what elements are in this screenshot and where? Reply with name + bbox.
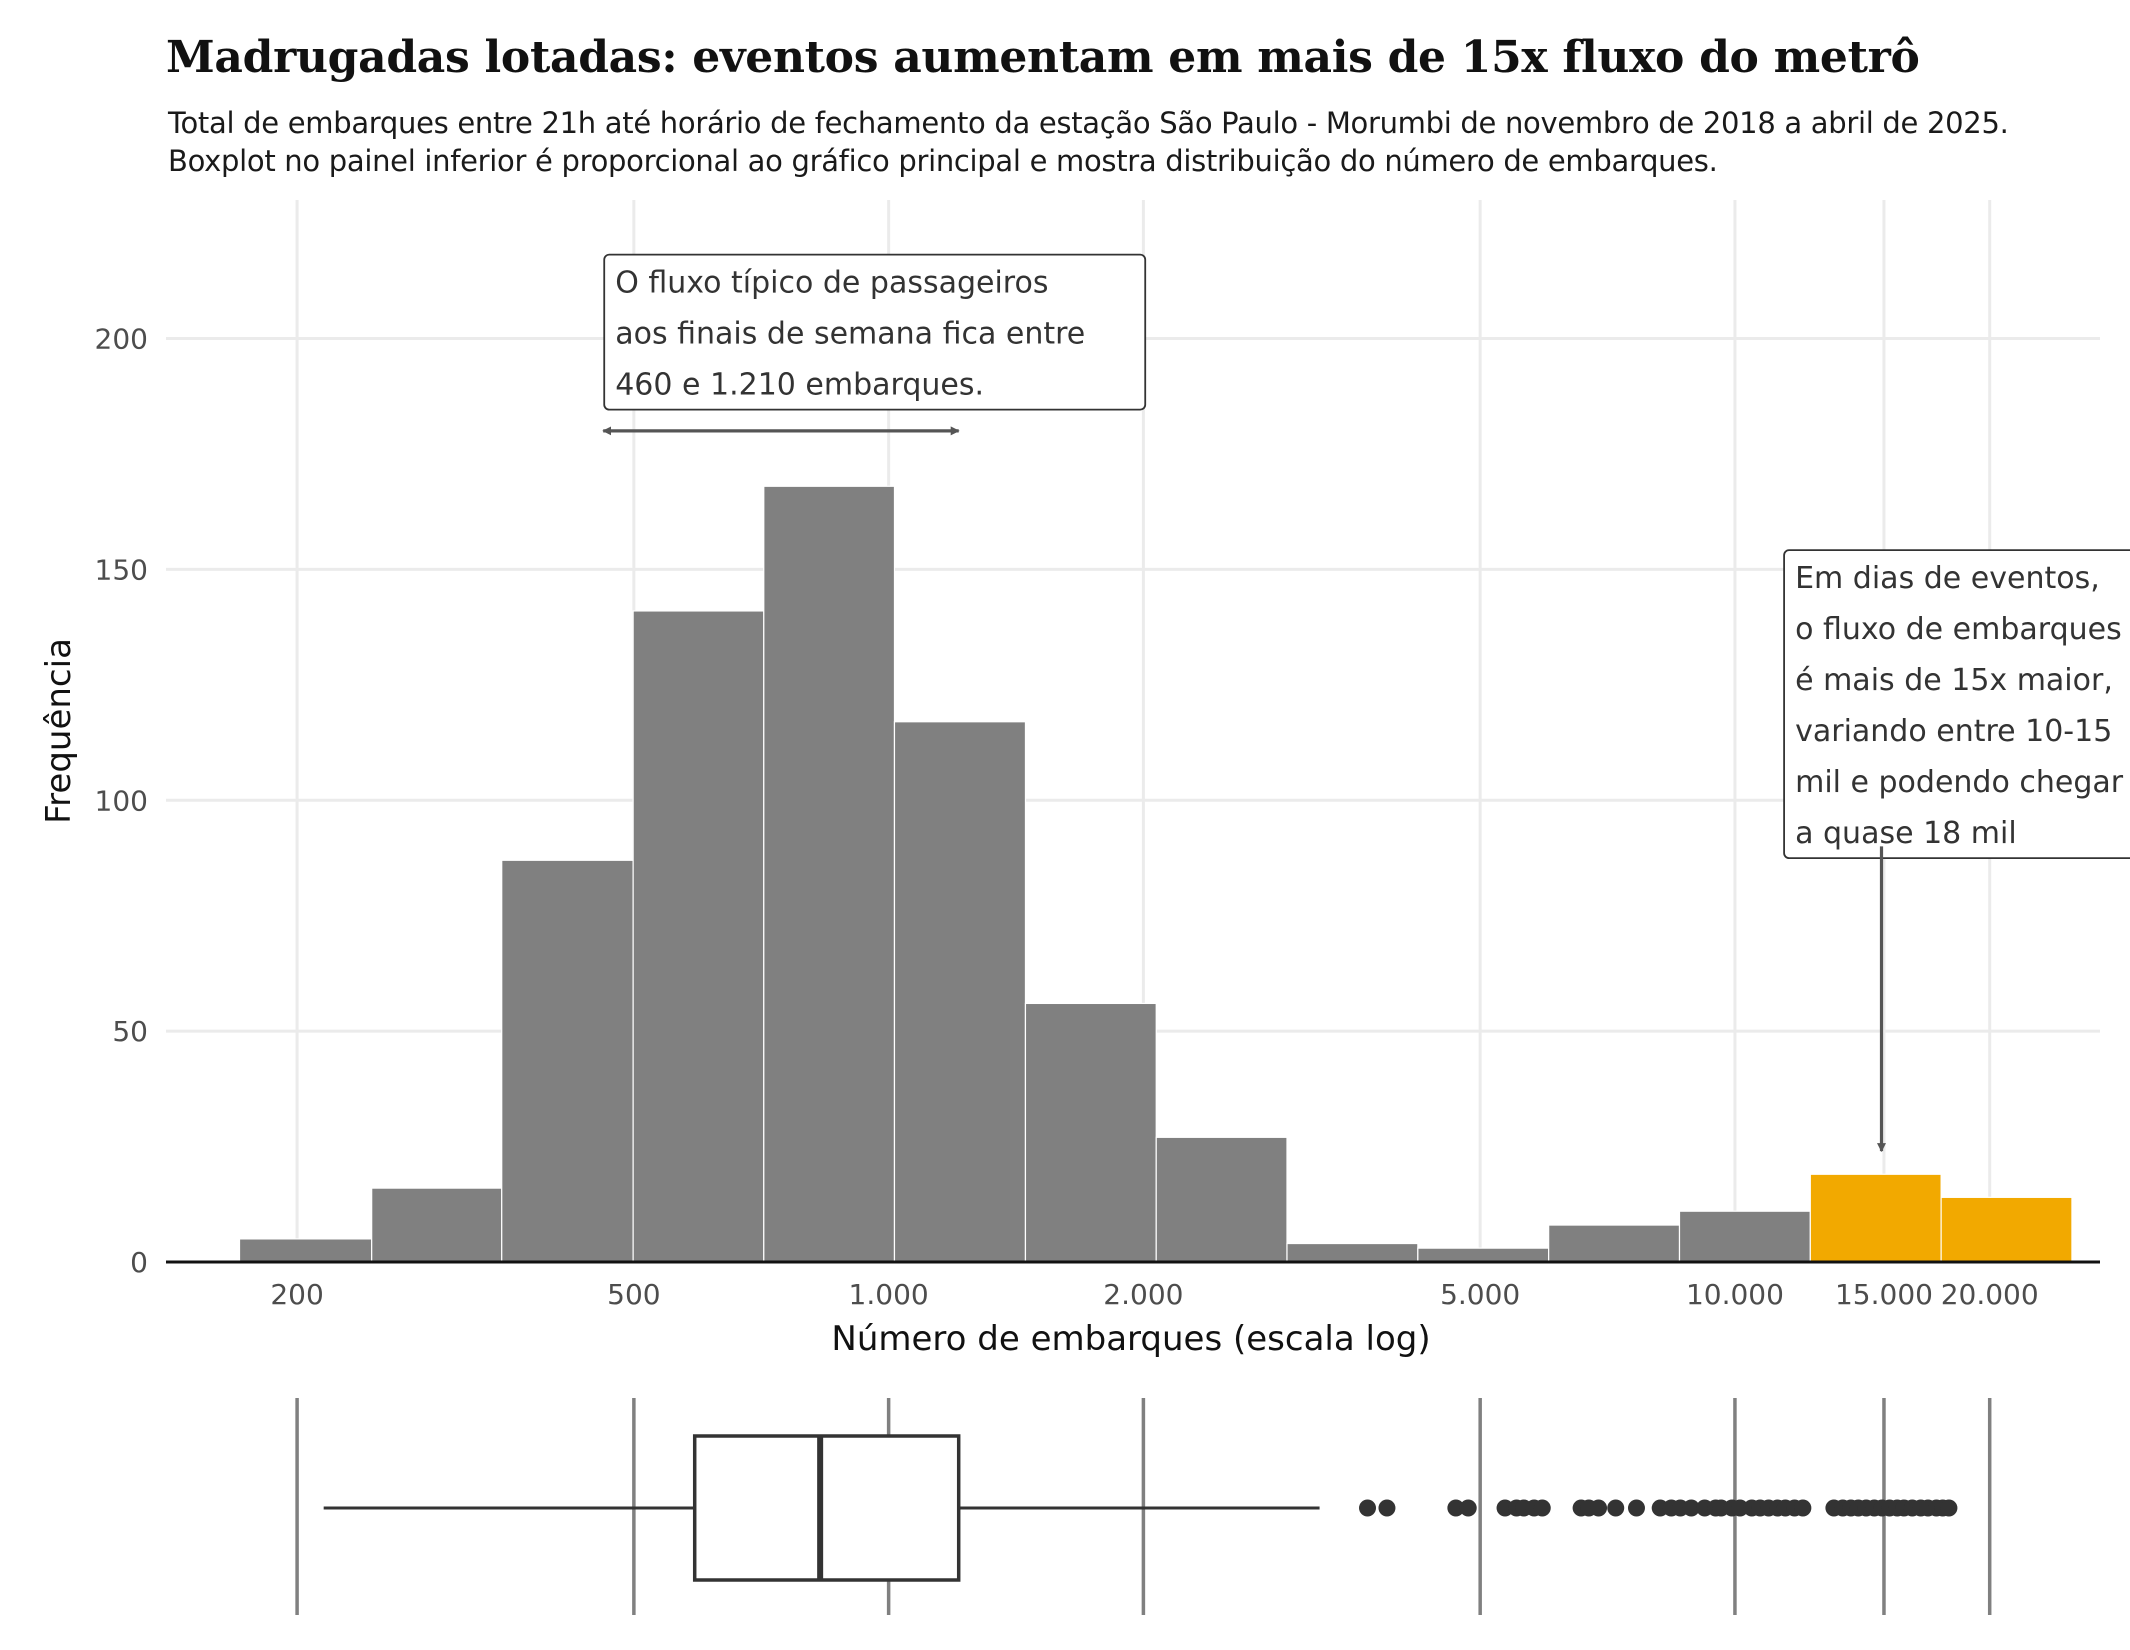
boxplot-outlier-point [1731, 1499, 1749, 1517]
histogram-bar [1417, 1247, 1550, 1263]
histogram-bar [1024, 1002, 1157, 1263]
x-axis-title: Número de embarques (escala log) [831, 1319, 1430, 1359]
histogram-bar [371, 1187, 503, 1263]
chart-title: Madrugadas lotadas: eventos aumentam em … [166, 32, 1920, 83]
histogram-bar [1548, 1224, 1681, 1263]
annotation-text-line: O fluxo típico de passageiros [615, 266, 1048, 301]
histogram-bar [1678, 1210, 1811, 1263]
boxplot-panel [295, 1398, 1992, 1615]
histogram-bar [632, 610, 765, 1263]
x-tick-label: 15.000 [1835, 1278, 1933, 1311]
y-tick-label: 0 [130, 1246, 148, 1279]
annotation-text-line: 460 e 1.210 embarques. [615, 368, 984, 403]
histogram-bar-highlight [1809, 1173, 1942, 1263]
y-axis-title: Frequência [39, 638, 79, 824]
boxplot-outlier-point [1682, 1499, 1700, 1517]
x-tick-label: 5.000 [1440, 1278, 1520, 1311]
histogram-bar [501, 859, 634, 1263]
boxplot-outlier-point [1607, 1499, 1625, 1517]
x-axis: 200 500 1.000 2.000 5.000 10.000 15.000 20.000 0… [39, 323, 2100, 1359]
boxplot-outlier-point [1590, 1499, 1608, 1517]
y-tick-label: 50 [112, 1015, 148, 1048]
y-tick-label: 200 [95, 323, 148, 356]
chart-subtitle-line-1: Total de embarques entre 21h até horário… [168, 106, 2009, 140]
x-tick-label: 2.000 [1103, 1278, 1183, 1311]
annotation-text-line: aos finais de semana fica entre [615, 317, 1085, 352]
y-tick-label: 150 [95, 553, 148, 586]
chart-subtitle-line-2: Boxplot no painel inferior é proporciona… [168, 144, 1718, 178]
boxplot-outlier-point [1627, 1499, 1645, 1517]
annotation-text-line: variando entre 10-15 [1795, 714, 2112, 749]
annotation-text-line: o fluxo de embarques [1795, 612, 2122, 647]
boxplot-outlier-point [1533, 1499, 1551, 1517]
histogram-bar [763, 485, 896, 1263]
y-tick-label: 100 [95, 784, 148, 817]
annotation-text-line: é mais de 15x maior, [1795, 663, 2113, 698]
boxplot-box [692, 1434, 961, 1582]
histogram-bar [1286, 1242, 1419, 1263]
histogram-bars [238, 485, 2073, 1263]
annotation-box [603, 253, 1147, 411]
boxplot-outlier-point [1459, 1499, 1477, 1517]
boxplot-outlier-point [1359, 1499, 1377, 1517]
boxplot-outlier-point [1794, 1499, 1812, 1517]
x-tick-label: 1.000 [849, 1278, 929, 1311]
x-tick-label: 500 [607, 1278, 660, 1311]
annotation-text-line: a quase 18 mil [1795, 816, 2017, 851]
annotations: O fluxo típico de passageiros aos finais … [602, 253, 2130, 1153]
histogram-bar [238, 1238, 373, 1263]
histogram-bar [893, 721, 1027, 1263]
boxplot-outlier-point [1940, 1499, 1958, 1517]
boxplot-outlier-point [1447, 1499, 1465, 1517]
x-tick-label: 200 [270, 1278, 323, 1311]
histogram-bar-highlight [1940, 1196, 2073, 1263]
histogram-bar [1155, 1136, 1288, 1263]
x-tick-label: 10.000 [1686, 1278, 1784, 1311]
boxplot-outlier-point [1378, 1499, 1396, 1517]
annotation-text-line: Em dias de eventos, [1795, 561, 2100, 596]
annotation-box [1783, 549, 2130, 860]
annotation-text-line: mil e podendo chegar [1795, 765, 2124, 800]
x-tick-label: 20.000 [1941, 1278, 2039, 1311]
